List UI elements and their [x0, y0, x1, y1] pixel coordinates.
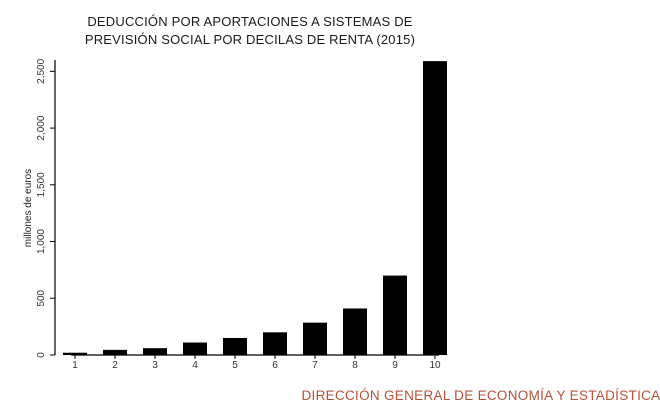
- chart-title-line-1: DEDUCCIÓN POR APORTACIONES A SISTEMAS DE: [87, 14, 412, 29]
- bar-decile-9: [383, 275, 407, 355]
- source-footer: DIRECCIÓN GENERAL DE ECONOMÍA Y ESTADÍST…: [302, 388, 660, 403]
- bar-decile-4: [183, 342, 207, 355]
- x-tick-label: 9: [392, 360, 398, 371]
- x-tick-label: 1: [72, 360, 78, 371]
- x-tick-label: 2: [112, 360, 118, 371]
- x-tick-label: 4: [192, 360, 198, 371]
- chart-title: DEDUCCIÓN POR APORTACIONES A SISTEMAS DE…: [85, 14, 415, 47]
- y-axis-label: millones de euros: [23, 169, 34, 247]
- y-tick-label: 2,000: [36, 115, 47, 140]
- bars-group: [63, 61, 447, 356]
- y-tick-label: 1,500: [36, 172, 47, 197]
- bar-decile-5: [223, 337, 247, 355]
- bar-decile-10: [423, 61, 447, 356]
- bar-decile-3: [143, 348, 167, 355]
- bar-decile-1: [63, 352, 87, 355]
- bar-decile-7: [303, 322, 327, 355]
- y-tick-label: 500: [36, 289, 47, 306]
- bar-decile-2: [103, 349, 127, 355]
- y-axis-ticks: 0 500 1,000 1,500 2,000 2,500: [36, 58, 55, 358]
- bar-decile-6: [263, 332, 287, 355]
- bar-decile-8: [343, 308, 367, 355]
- x-tick-label: 10: [429, 360, 441, 371]
- y-tick-label: 0: [36, 352, 47, 358]
- y-tick-label: 1,000: [36, 229, 47, 254]
- x-tick-label: 8: [352, 360, 358, 371]
- x-tick-label: 7: [312, 360, 318, 371]
- x-tick-label: 6: [272, 360, 278, 371]
- y-tick-label: 2,500: [36, 58, 47, 83]
- x-axis-ticks: 1 2 3 4 5 6 7 8 9 10: [72, 355, 441, 371]
- x-tick-label: 3: [152, 360, 158, 371]
- chart-title-line-2: PREVISIÓN SOCIAL POR DECILAS DE RENTA (2…: [85, 32, 415, 47]
- x-tick-label: 5: [232, 360, 238, 371]
